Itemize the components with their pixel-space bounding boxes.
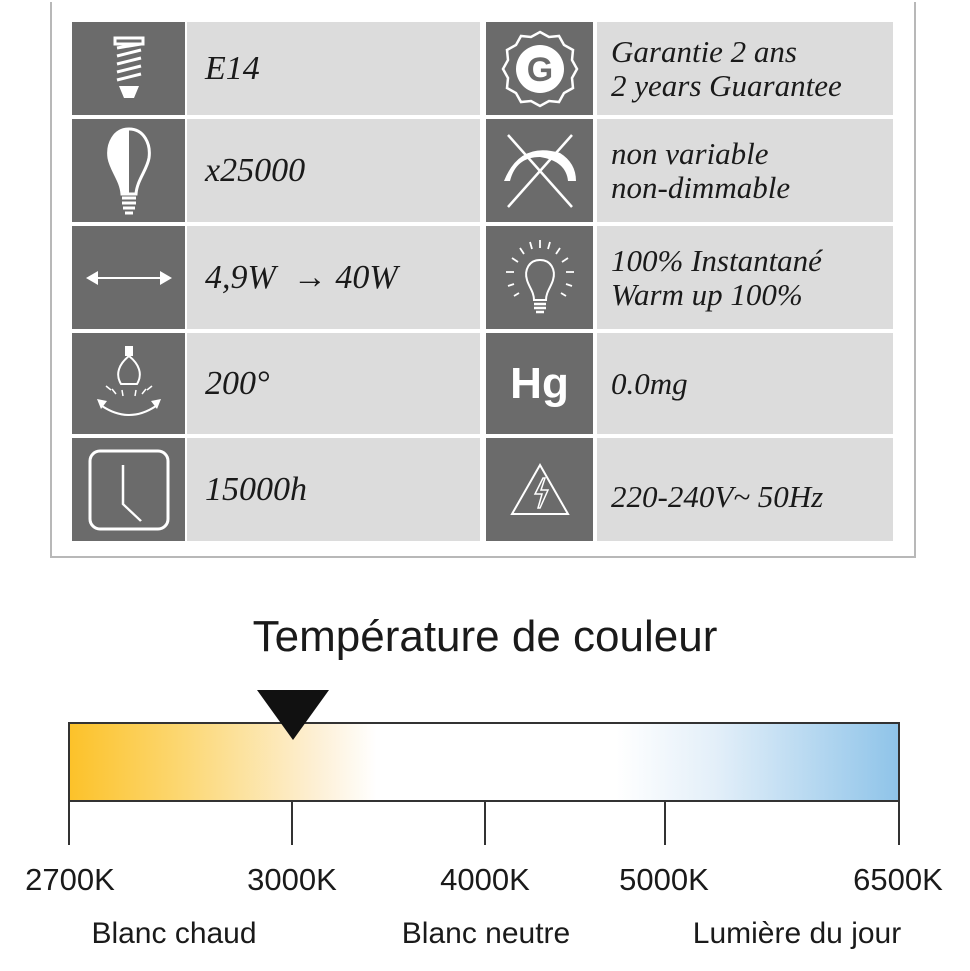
spec-text-line1: non variable xyxy=(611,135,769,171)
spec-text: 15000h xyxy=(205,471,307,508)
tick-label: 4000K xyxy=(440,862,530,897)
beam-angle-spec: 200° xyxy=(187,333,480,434)
dimmable-spec: non variable non-dimmable xyxy=(597,119,893,222)
daylight-label: Lumière du jour xyxy=(692,917,902,950)
tick-label: 2700K xyxy=(25,862,115,897)
beam-angle-icon xyxy=(72,333,185,434)
tick-6500k xyxy=(898,802,900,845)
selected-temperature-marker xyxy=(257,690,329,740)
tick-label: 5000K xyxy=(619,862,709,897)
spec-text-line2: non-dimmable xyxy=(611,169,791,205)
spec-text-line1: 100% Instantané xyxy=(611,242,822,278)
clock-icon xyxy=(72,438,185,541)
spec-text: E14 xyxy=(205,50,260,87)
tick-2700k xyxy=(68,802,70,845)
tick-3000k xyxy=(291,802,293,845)
spec-text-line1: Garantie 2 ans xyxy=(611,33,797,69)
tick-label: 6500K xyxy=(853,862,943,897)
color-temperature-gradient-bar xyxy=(68,722,900,802)
instant-light-bulb-icon xyxy=(486,226,593,329)
high-voltage-icon xyxy=(486,438,593,541)
bulb-icon xyxy=(72,119,185,222)
warm-white-label: Blanc chaud xyxy=(91,917,257,950)
spec-text: 200° xyxy=(205,365,270,402)
non-dimmable-icon xyxy=(486,119,593,222)
mercury-symbol: Hg xyxy=(510,358,569,408)
color-temperature-title: Température de couleur xyxy=(252,612,718,661)
lifetime-spec: 15000h xyxy=(187,438,480,541)
tick-4000k xyxy=(484,802,486,845)
mercury-icon: Hg xyxy=(486,333,593,434)
power-spec: 4,9W → 40W xyxy=(187,226,480,329)
neutral-white-label: Blanc neutre xyxy=(401,917,571,950)
guarantee-letter: G xyxy=(526,51,552,89)
mercury-spec: 0.0mg xyxy=(597,333,893,434)
spec-text: 0.0mg xyxy=(611,365,688,401)
double-arrow-icon xyxy=(72,226,185,329)
warmup-spec: 100% Instantané Warm up 100% xyxy=(597,226,893,329)
guarantee-spec: Garantie 2 ans 2 years Guarantee xyxy=(597,22,893,115)
spec-text-line2: Warm up 100% xyxy=(611,276,803,312)
spec-text-line2: 2 years Guarantee xyxy=(611,67,842,103)
voltage-spec: 220-240V~ 50Hz xyxy=(597,438,893,541)
guarantee-seal-icon: G xyxy=(486,22,593,115)
spec-table-frame xyxy=(50,2,916,558)
switch-cycles-spec: x25000 xyxy=(187,119,480,222)
tick-5000k xyxy=(664,802,666,845)
spec-text: 220-240V~ 50Hz xyxy=(611,478,824,514)
spec-text: 4,9W → 40W xyxy=(205,259,398,296)
socket-spec: E14 xyxy=(187,22,480,115)
bulb-base-icon xyxy=(72,22,185,115)
spec-text: x25000 xyxy=(205,152,306,189)
tick-label: 3000K xyxy=(247,862,337,897)
